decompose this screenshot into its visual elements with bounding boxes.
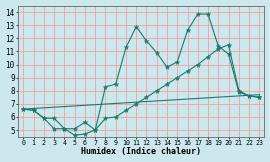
X-axis label: Humidex (Indice chaleur): Humidex (Indice chaleur)	[81, 147, 201, 156]
